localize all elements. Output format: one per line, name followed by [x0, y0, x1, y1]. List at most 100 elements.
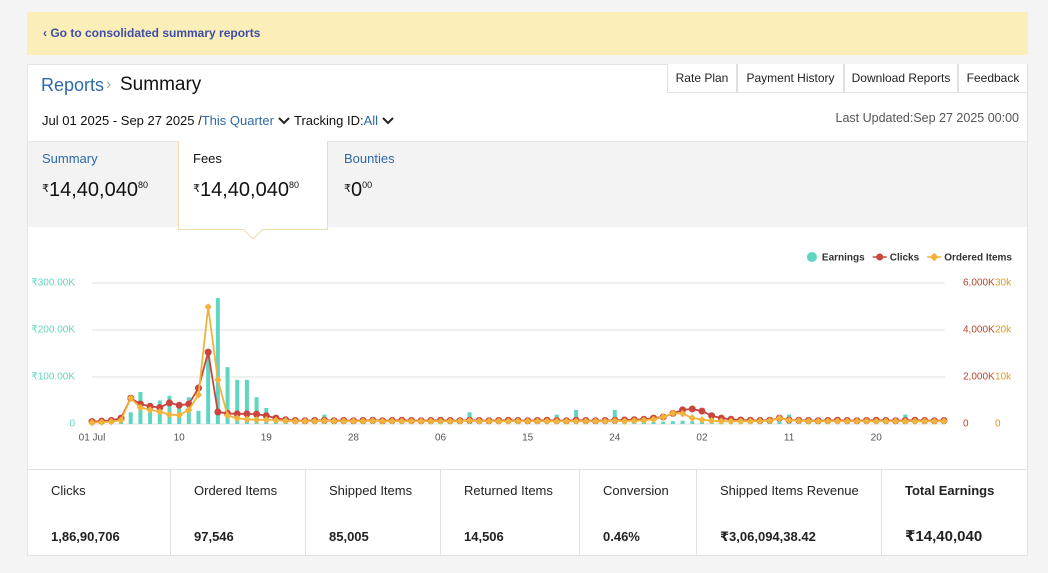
x-tick-label: 24 — [609, 433, 621, 444]
point — [901, 417, 909, 425]
nav-button[interactable]: Feedback — [958, 64, 1028, 93]
point — [320, 417, 329, 425]
tracking-label: Tracking ID: — [294, 113, 364, 128]
point — [882, 417, 890, 425]
point — [340, 417, 348, 425]
y2-tick-label: 0 — [963, 419, 969, 430]
point — [795, 417, 803, 425]
point — [146, 406, 154, 414]
point — [107, 417, 116, 426]
point — [378, 417, 387, 425]
y-tick-label: ₹200.00K — [31, 325, 75, 336]
banner: ‹ Go to consolidated summary reports — [27, 12, 1028, 55]
point — [601, 417, 609, 425]
point — [330, 417, 338, 425]
point — [833, 417, 842, 425]
text: Total Earnings — [905, 483, 995, 498]
tab-amount: ₹000 — [344, 179, 372, 202]
point — [243, 415, 251, 423]
stat: Shipped Items 85,005 — [305, 470, 440, 555]
x-tick-label: 01 Jul — [79, 433, 106, 444]
breadcrumb-reports[interactable]: Reports — [41, 75, 105, 95]
point — [824, 417, 832, 425]
bar — [254, 397, 259, 424]
legend-label: Earnings — [822, 253, 865, 264]
date-range-text: Jul 01 2025 - Sep 27 2025 / — [42, 113, 202, 128]
point — [262, 416, 270, 424]
point — [920, 417, 929, 425]
date-range: Jul 01 2025 - Sep 27 2025 /This Quarter — [42, 113, 290, 128]
breadcrumb-separator: › — [106, 76, 112, 93]
tab-label[interactable]: Summary — [42, 151, 98, 166]
tab-pointer — [243, 229, 263, 240]
stat: Clicks 1,86,90,706 — [28, 470, 171, 555]
point — [582, 417, 590, 425]
bar — [690, 421, 695, 424]
point — [175, 411, 183, 419]
stat: Shipped Items Revenue ₹3,06,094,38.42 — [696, 470, 881, 555]
point — [252, 416, 261, 424]
text: 0 — [351, 179, 363, 201]
point — [291, 417, 299, 425]
point — [262, 412, 270, 420]
bar — [244, 379, 249, 424]
text: Shipped Items Revenue — [720, 483, 859, 498]
point — [591, 417, 600, 425]
point — [659, 413, 667, 421]
point — [862, 417, 871, 425]
bar — [215, 298, 220, 424]
point — [214, 376, 222, 384]
point — [533, 417, 542, 425]
tab-label[interactable]: Fees — [193, 151, 222, 166]
point — [243, 410, 251, 418]
point — [311, 417, 319, 425]
y3-tick-label: 20k — [995, 325, 1012, 336]
point — [165, 399, 173, 407]
point — [456, 417, 464, 425]
bar — [206, 354, 211, 424]
bar — [680, 420, 685, 424]
tab-amount: ₹14,40,04080 — [193, 179, 299, 202]
point — [717, 417, 725, 425]
point — [417, 417, 425, 425]
bar — [235, 379, 240, 424]
last-updated-value: Sep 27 2025 00:00 — [913, 111, 1019, 125]
point — [156, 408, 164, 416]
bar — [128, 412, 133, 424]
consolidated-link[interactable]: ‹ Go to consolidated summary reports — [43, 26, 261, 40]
page-title: Summary — [120, 74, 202, 95]
text: 85,005 — [329, 529, 369, 544]
tracking-select[interactable]: All — [363, 113, 379, 128]
point — [737, 417, 745, 425]
point — [233, 410, 241, 418]
point — [369, 417, 377, 425]
chart: 0 ₹100.00K ₹200.00K ₹300.00K 0 2,000K 4,000K 6,… — [31, 252, 1012, 444]
point — [349, 417, 358, 425]
text: ₹3,06,094,38.42 — [720, 529, 816, 544]
text: ₹ — [42, 183, 49, 195]
point — [407, 417, 416, 425]
nav-button[interactable]: Rate Plan — [667, 64, 737, 93]
period-select[interactable]: This Quarter — [201, 113, 274, 128]
point — [843, 417, 851, 425]
text: 1,86,90,706 — [51, 529, 120, 544]
point — [679, 406, 687, 414]
x-tick-label: 11 — [784, 433, 795, 444]
nav-button[interactable]: Download Reports — [844, 64, 958, 93]
tab-label[interactable]: Bounties — [344, 151, 395, 166]
point — [678, 409, 687, 418]
bar — [225, 367, 230, 424]
point — [746, 417, 755, 425]
x-tick-label: 10 — [174, 433, 186, 444]
text: ₹ — [193, 183, 200, 195]
point — [911, 417, 919, 425]
point — [804, 417, 813, 425]
point — [165, 410, 174, 419]
y-tick-label: ₹100.00K — [31, 372, 75, 383]
nav-button[interactable]: Payment History — [737, 64, 844, 93]
bar — [651, 422, 656, 424]
x-tick-label: 19 — [261, 433, 273, 444]
legend-marker — [806, 252, 817, 262]
legend-label: Ordered Items — [944, 253, 1012, 264]
point — [727, 417, 735, 425]
